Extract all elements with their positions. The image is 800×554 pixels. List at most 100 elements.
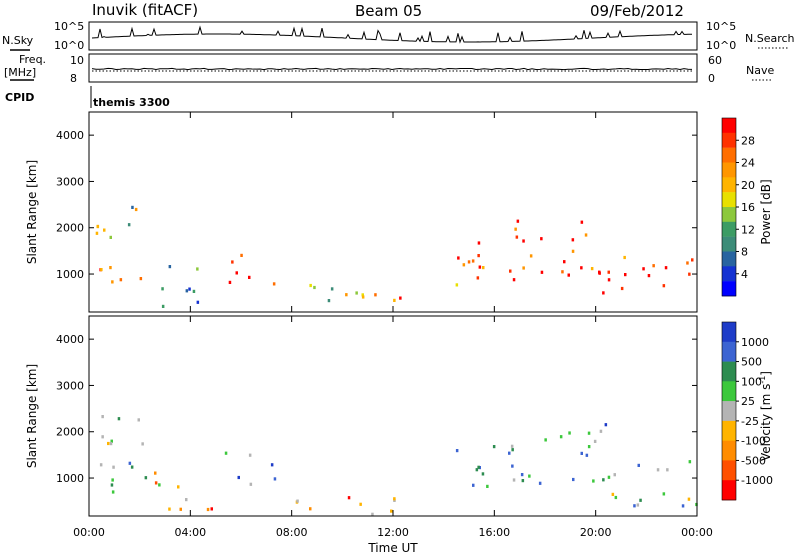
power-y-label: Slant Range [km] (25, 160, 39, 264)
velocity-echo-cell (154, 481, 158, 485)
power-echo-cell (355, 291, 358, 295)
power-echo-cell (482, 266, 485, 270)
power-y-tick-label: 2000 (56, 222, 84, 235)
velocity-echo-cell (455, 449, 459, 453)
time-tick-label: 08:00 (276, 526, 308, 539)
time-axis: 00:00 04:00 08:00 12:00 16:00 20:00 00:00 (73, 112, 713, 539)
velocity-echo-cell (520, 473, 524, 477)
power-echo-cell (664, 266, 668, 270)
velocity-echo-cell (637, 463, 640, 467)
velocity-echo-cell (528, 474, 531, 478)
power-echo-cell (563, 260, 566, 264)
power-echo-cell (602, 291, 605, 295)
power-echo-cell (476, 276, 480, 280)
velocity-echo-cells (99, 415, 698, 516)
power-colorbar-tick-label: 8 (741, 246, 748, 259)
velocity-echo-cell (224, 451, 228, 455)
power-y-ticks: 1000 2000 3000 4000 (56, 129, 697, 281)
power-echo-cell (235, 271, 238, 275)
power-colorbar: 28 24 20 16 12 8 4 (721, 117, 755, 297)
velocity-echo-cell (592, 479, 595, 483)
nave-label: Nave (746, 64, 774, 77)
velocity-echo-cell (210, 507, 213, 511)
freq-tick-top: 10 (70, 54, 84, 67)
power-echo-cell (361, 295, 365, 299)
velocity-colorbar-segment (722, 322, 736, 343)
velocity-colorbar-segment (722, 420, 736, 441)
power-colorbar-tick-label: 16 (741, 201, 755, 214)
power-echo-cell (624, 273, 627, 277)
nsky-tick-top: 10^5 (54, 20, 84, 33)
nsearch-tick-bottom: 10^0 (706, 39, 736, 52)
power-colorbar-segment (722, 266, 736, 282)
power-echo-cell (139, 277, 143, 281)
velocity-echo-cell (521, 479, 525, 483)
velocity-echo-cell (587, 445, 591, 449)
velocity-y-tick-label: 3000 (56, 379, 84, 392)
power-echo-cell (103, 228, 106, 232)
power-colorbar-segment (722, 207, 736, 223)
velocity-echo-cell (593, 439, 597, 443)
velocity-echo-cell (587, 431, 591, 435)
time-tick-label: 04:00 (174, 526, 206, 539)
power-echo-cell (471, 259, 475, 263)
power-echo-cell (327, 299, 331, 303)
velocity-colorbar-tick-label: -500 (741, 454, 766, 467)
velocity-echo-cell (666, 468, 669, 472)
power-panel: 1000 2000 3000 4000 Slant Range [km] (25, 111, 698, 313)
velocity-echo-cell (510, 444, 514, 448)
power-echo-cell (100, 268, 103, 272)
power-echo-cell (478, 265, 482, 269)
power-y-tick-label: 3000 (56, 175, 84, 188)
velocity-echo-cell (154, 471, 157, 475)
velocity-echo-cell (681, 504, 685, 508)
velocity-echo-cell (585, 453, 589, 457)
velocity-y-tick-label: 2000 (56, 426, 84, 439)
velocity-echo-cell (371, 512, 374, 516)
velocity-echo-cell (614, 495, 618, 500)
velocity-colorbar-tick-label: -100 (741, 435, 766, 448)
power-echo-cell (607, 270, 610, 274)
power-echo-cell (516, 219, 520, 223)
power-colorbar-tick-label: 4 (741, 268, 748, 281)
nave-tick-bottom: 0 (708, 72, 715, 85)
velocity-echo-cell (568, 431, 571, 435)
power-colorbar-tick-label: 20 (741, 179, 755, 192)
velocity-echo-cell (347, 496, 351, 500)
time-axis-label: Time UT (367, 541, 418, 554)
power-colorbar-segment (722, 118, 736, 134)
power-echo-cell (95, 231, 99, 235)
power-echo-cell (228, 280, 232, 284)
velocity-echo-cell (559, 435, 563, 439)
velocity-echo-cell (177, 485, 180, 489)
velocity-y-label: Slant Range [km] (25, 364, 39, 468)
power-echo-cell (240, 253, 243, 257)
velocity-colorbar-tick-label: 25 (741, 395, 755, 408)
velocity-echo-cell (393, 497, 396, 501)
power-colorbar-tick-label: 12 (741, 223, 755, 236)
power-colorbar-segment (722, 177, 736, 193)
power-echo-cell (330, 287, 334, 291)
time-tick-label: 00:00 (681, 526, 713, 539)
velocity-colorbar-segment (722, 361, 736, 382)
velocity-echo-cell (390, 509, 393, 513)
power-echo-cell (514, 227, 517, 231)
power-echo-cell (161, 287, 164, 291)
power-echo-cell (272, 282, 276, 286)
velocity-echo-cell (656, 468, 660, 472)
velocity-echo-cell (137, 418, 140, 422)
power-echo-cell (309, 283, 312, 288)
velocity-colorbar: 1000 500 100 25 -25 -100 -500 -1000 (721, 321, 773, 501)
velocity-echo-cell (185, 498, 188, 502)
power-echo-cell (509, 269, 512, 273)
velocity-echo-cell (472, 483, 475, 487)
power-colorbar-segment (722, 162, 736, 178)
power-echo-cell (188, 287, 191, 291)
power-colorbar-segment (722, 132, 736, 148)
power-echo-cell (580, 220, 584, 224)
power-echo-cell (647, 274, 651, 278)
power-echo-cells (95, 205, 694, 308)
power-colorbar-label: Power [dB] (759, 179, 773, 244)
power-echo-cell (361, 293, 364, 297)
velocity-echo-cell (359, 502, 362, 506)
